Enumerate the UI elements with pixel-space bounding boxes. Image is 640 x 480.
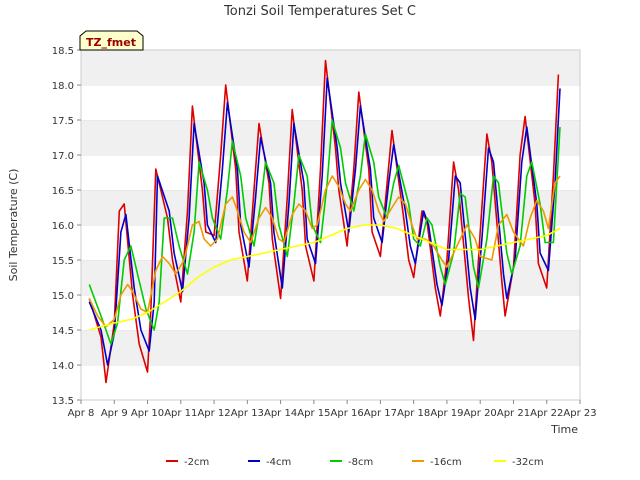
y-tick-label: 17.5 [52, 116, 74, 127]
x-tick-label: Apr 10 [131, 408, 164, 419]
y-tick-label: 15.5 [52, 256, 74, 267]
x-tick-label: Apr 9 [101, 408, 128, 419]
y-axis: 13.5 14.0 14.5 15.0 15.5 16.0 16.5 17.0 17.5 18.0… [52, 46, 81, 407]
grid-band [81, 260, 580, 295]
x-tick-label: Apr 21 [497, 408, 530, 419]
y-tick-label: 16.5 [52, 186, 74, 197]
series-line-32cmcm-line [89, 224, 561, 331]
y-tick-label: 17.0 [52, 151, 74, 162]
y-axis-label: Soil Temperature (C) [7, 169, 20, 282]
x-tick-label: Apr 16 [331, 408, 364, 419]
x-tick-label: Apr 15 [297, 408, 330, 419]
series-line-2cmcm-line [88, 59, 560, 384]
x-tick-label: Apr 14 [264, 408, 297, 419]
x-tick-label: Apr 8 [68, 408, 95, 419]
x-tick-label: Apr 12 [197, 408, 230, 419]
x-tick-label: Apr 11 [164, 408, 197, 419]
grid-band [81, 50, 580, 85]
site-badge-label: TZ_fmet [86, 36, 136, 49]
grid-band [81, 155, 580, 190]
x-tick-label: Apr 23 [563, 408, 596, 419]
x-tick-label: Apr 13 [231, 408, 264, 419]
grid-band [81, 330, 580, 365]
x-tick-label: Apr 20 [464, 408, 497, 419]
series-line-16cmcm-line [88, 175, 561, 328]
series-line-4cmcm-line [88, 77, 561, 366]
y-tick-label: 18.5 [52, 46, 74, 57]
y-tick-label: 13.5 [52, 396, 74, 407]
site-badge: TZ_fmet [79, 30, 144, 51]
legend: -2cm -4cm -8cm -16cm -32cm [166, 457, 544, 468]
y-tick-label: 14.5 [52, 326, 74, 337]
y-tick-label: 18.0 [52, 81, 74, 92]
grid-band [81, 365, 580, 400]
legend-label: -16cm [430, 457, 462, 468]
y-tick-label: 14.0 [52, 361, 74, 372]
legend-label: -32cm [512, 457, 544, 468]
x-tick-label: Apr 17 [364, 408, 397, 419]
x-tick-label: Apr 19 [430, 408, 463, 419]
grid-band [81, 295, 580, 330]
y-tick-label: 16.0 [52, 221, 74, 232]
chart-title: Tonzi Soil Temperatures Set C [223, 4, 416, 19]
x-tick-label: Apr 22 [530, 408, 563, 419]
legend-label: -8cm [348, 457, 373, 468]
legend-label: -4cm [266, 457, 291, 468]
series-lines [88, 59, 561, 384]
y-tick-label: 15.0 [52, 291, 74, 302]
series-line-8cmcm-line [88, 119, 561, 345]
legend-label: -2cm [184, 457, 209, 468]
x-axis: Apr 8 Apr 9 Apr 10 Apr 11 Apr 12 Apr 13 Apr 14… [68, 400, 597, 419]
x-axis-label: Time [550, 423, 578, 436]
x-tick-label: Apr 18 [397, 408, 430, 419]
